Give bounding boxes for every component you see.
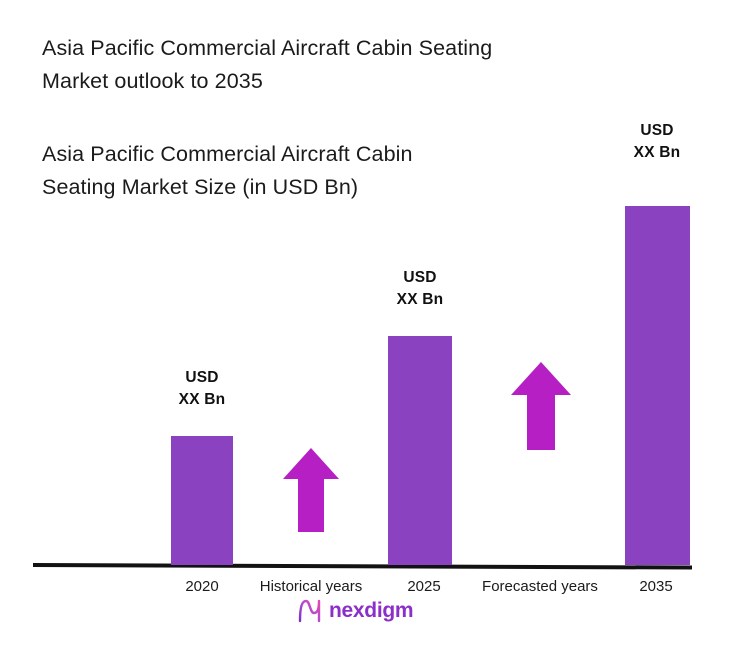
brand-logo-text: nexdigm (329, 599, 414, 622)
tick-2025: 2025 (407, 578, 441, 595)
brand-logo: nexdigm (297, 598, 414, 624)
chart-subtitle: Asia Pacific Commercial Aircraft Cabin S… (42, 142, 413, 199)
bar-value-label-2020: USD XX Bn (178, 369, 226, 408)
growth-arrow-forecast (511, 362, 571, 450)
bar-value-label-2035: USD XX Bn (633, 122, 681, 161)
tick-historical-years: Historical years (259, 578, 363, 595)
up-arrow-icon (511, 362, 571, 450)
x-axis-line (32, 563, 693, 570)
bar-2020 (171, 436, 233, 565)
tick-2020: 2020 (185, 578, 219, 595)
bar-2025 (388, 336, 452, 565)
tick-forecasted-years: Forecasted years (482, 578, 598, 595)
nexdigm-n-icon (298, 599, 321, 623)
growth-arrow-historical (283, 448, 339, 532)
bar-value-label-2025: USD XX Bn (396, 269, 444, 308)
tick-2035: 2035 (639, 578, 673, 595)
up-arrow-icon (283, 448, 339, 532)
bar-2035 (625, 206, 690, 565)
page-title: Asia Pacific Commercial Aircraft Cabin S… (42, 36, 493, 93)
